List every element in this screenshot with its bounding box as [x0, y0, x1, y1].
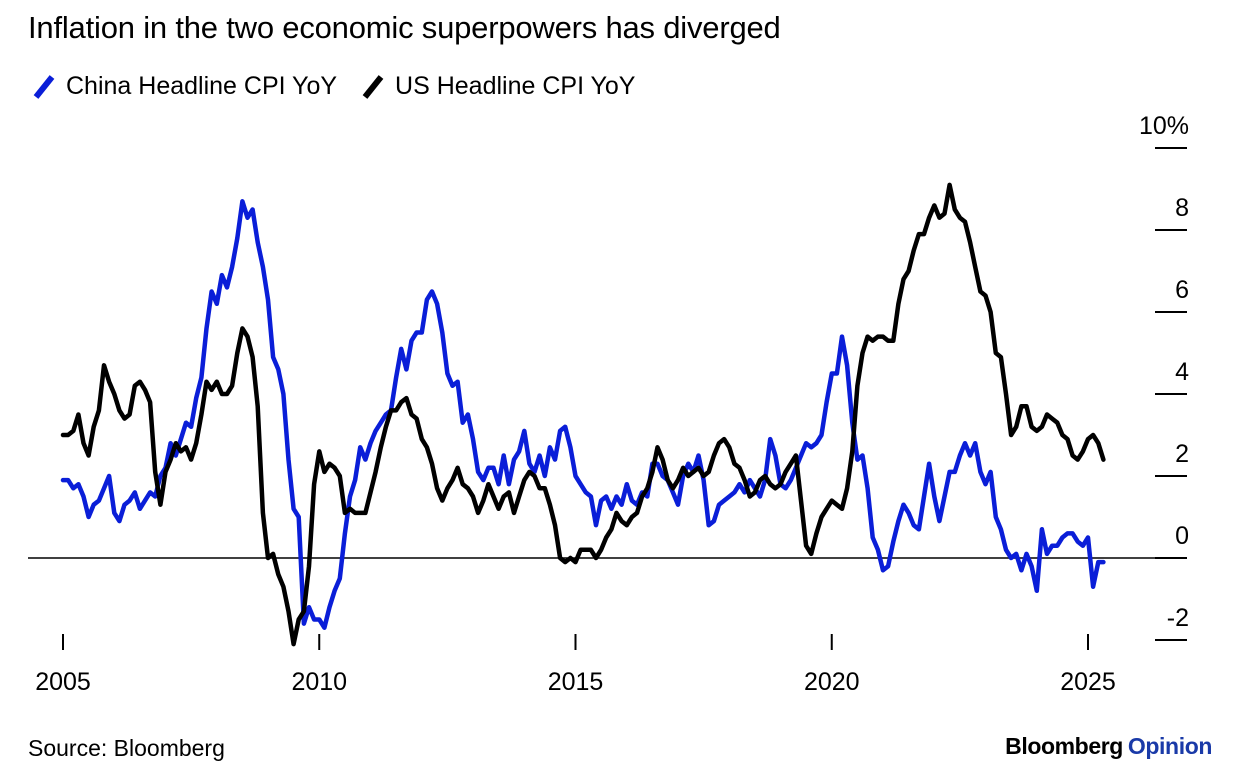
y-axis: -2 0 2 4 6 8 10%: [1139, 112, 1189, 641]
y-tick-label: 4: [1175, 358, 1189, 386]
x-tick-label: 2005: [35, 668, 91, 696]
source-note: Source: Bloomberg: [28, 735, 225, 761]
y-tick-label: 0: [1175, 522, 1189, 550]
chart-title: Inflation in the two economic superpower…: [28, 10, 781, 45]
brand-logo: Bloomberg Opinion: [1005, 733, 1212, 760]
brand-secondary: Opinion: [1127, 733, 1212, 759]
x-tick-label: 2020: [804, 668, 860, 696]
us-cpi-line: [60, 182, 1106, 647]
y-tick-label: -2: [1167, 604, 1189, 632]
y-tick-label: 2: [1175, 440, 1189, 468]
china-cpi-line: [60, 199, 1106, 630]
us-legend-swatch-icon: [362, 74, 384, 99]
legend-label-china: China Headline CPI YoY: [66, 72, 338, 100]
brand-primary: Bloomberg: [1005, 733, 1123, 759]
y-tick-label: 8: [1175, 194, 1189, 222]
china-legend-swatch-icon: [33, 74, 55, 99]
y-tick-label: 10%: [1139, 112, 1189, 140]
x-axis: 2005 2010 2015 2020 2025: [35, 634, 1116, 696]
chart-legend: China Headline CPI YoY US Headline CPI Y…: [30, 72, 657, 101]
x-tick-label: 2025: [1060, 668, 1116, 696]
legend-label-us: US Headline CPI YoY: [395, 72, 636, 100]
legend-item-china: China Headline CPI YoY: [30, 72, 337, 101]
x-tick-label: 2010: [291, 668, 347, 696]
series-layer: [60, 182, 1106, 647]
y-tick-label: 6: [1175, 276, 1189, 304]
x-tick-label: 2015: [548, 668, 604, 696]
legend-item-us: US Headline CPI YoY: [359, 72, 635, 101]
